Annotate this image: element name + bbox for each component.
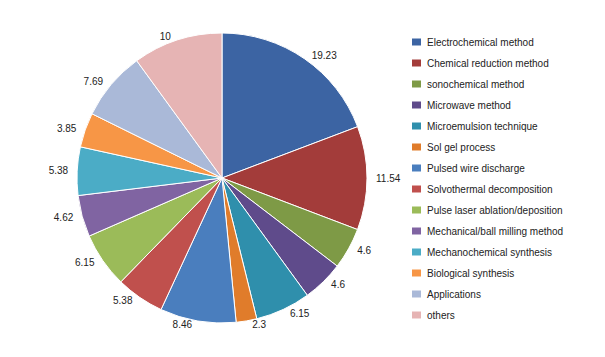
svg-text:Microwave method: Microwave method bbox=[427, 100, 511, 111]
svg-text:5.38: 5.38 bbox=[113, 295, 133, 306]
svg-text:Electrochemical method: Electrochemical method bbox=[427, 37, 534, 48]
svg-text:8.46: 8.46 bbox=[173, 319, 193, 330]
svg-text:sonochemical method: sonochemical method bbox=[427, 79, 524, 90]
svg-text:Microemulsion technique: Microemulsion technique bbox=[427, 121, 538, 132]
svg-text:10: 10 bbox=[160, 31, 172, 42]
svg-text:others: others bbox=[427, 310, 455, 321]
svg-text:Applications: Applications bbox=[427, 289, 481, 300]
svg-text:Solvothermal decomposition: Solvothermal decomposition bbox=[427, 184, 553, 195]
svg-text:6.15: 6.15 bbox=[75, 257, 95, 268]
svg-text:2.3: 2.3 bbox=[252, 319, 266, 330]
svg-text:11.54: 11.54 bbox=[376, 173, 401, 184]
svg-text:Mechanical/ball milling method: Mechanical/ball milling method bbox=[427, 226, 563, 237]
svg-text:Pulsed wire discharge: Pulsed wire discharge bbox=[427, 163, 525, 174]
svg-text:6.15: 6.15 bbox=[290, 308, 310, 319]
svg-text:Biological synthesis: Biological synthesis bbox=[427, 268, 514, 279]
svg-text:Sol gel process: Sol gel process bbox=[427, 142, 495, 153]
svg-text:3.85: 3.85 bbox=[57, 123, 77, 134]
svg-text:7.69: 7.69 bbox=[84, 76, 104, 87]
svg-text:5.38: 5.38 bbox=[49, 165, 69, 176]
svg-text:Pulse laser ablation/depositio: Pulse laser ablation/deposition bbox=[427, 205, 563, 216]
svg-text:4.6: 4.6 bbox=[357, 245, 371, 256]
svg-text:Mechanochemical synthesis: Mechanochemical synthesis bbox=[427, 247, 552, 258]
svg-text:4.62: 4.62 bbox=[54, 212, 74, 223]
svg-text:4.6: 4.6 bbox=[331, 279, 345, 290]
svg-text:19.23: 19.23 bbox=[312, 50, 337, 61]
svg-text:Chemical reduction method: Chemical reduction method bbox=[427, 58, 549, 69]
